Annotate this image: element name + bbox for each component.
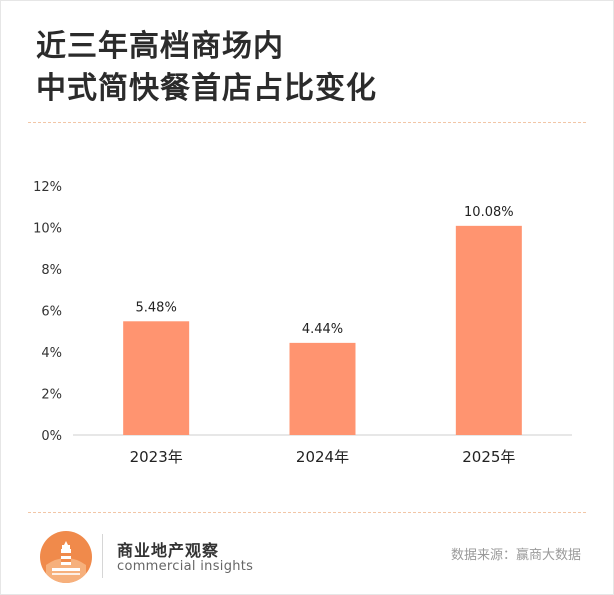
y-tick-label: 8%	[41, 263, 62, 278]
brand-subtitle: commercial insights	[117, 559, 254, 574]
data-label: 5.48%	[136, 300, 177, 315]
data-label: 10.08%	[464, 205, 514, 220]
x-tick-label: 2023年	[130, 448, 183, 466]
bar-0	[123, 321, 190, 435]
brand-name: 商业地产观察	[117, 541, 220, 560]
bottom-divider	[28, 512, 586, 513]
y-tick-label: 2%	[41, 388, 62, 403]
bar-chart: 0% 2% 4% 6% 8% 10% 12% 5.48% 2023年 4.44% 2024年 10.0…	[33, 180, 572, 466]
y-tick-label: 6%	[41, 305, 62, 320]
x-tick-label: 2025年	[462, 448, 515, 466]
bar-2	[455, 225, 522, 435]
data-source: 数据来源：赢商大数据	[450, 548, 581, 563]
top-divider	[28, 122, 586, 123]
footer-separator	[102, 534, 103, 578]
data-label: 4.44%	[302, 322, 343, 337]
y-tick-label: 4%	[41, 346, 62, 361]
bar-1	[289, 342, 356, 435]
title-line-2: 中式简快餐首店占比变化	[36, 71, 377, 106]
y-tick-label: 12%	[33, 180, 62, 195]
lighthouse-logo-icon	[40, 531, 92, 583]
chart-title: 近三年高档商场内 中式简快餐首店占比变化	[36, 26, 576, 110]
title-line-1: 近三年高档商场内	[36, 29, 284, 64]
y-tick-label: 10%	[33, 222, 62, 237]
x-tick-label: 2024年	[296, 448, 349, 466]
y-tick-label: 0%	[41, 429, 62, 444]
